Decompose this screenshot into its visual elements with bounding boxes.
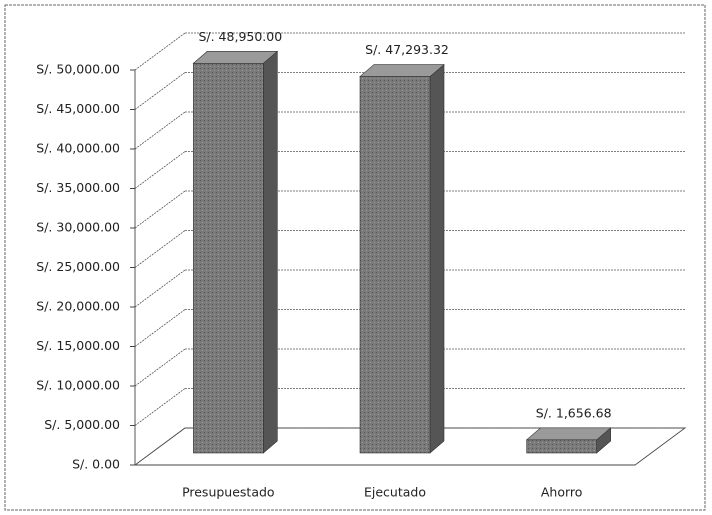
bar <box>359 76 431 454</box>
y-tick-label: S/. 35,000.00 <box>36 180 120 195</box>
value-label: S/. 1,656.68 <box>536 405 612 420</box>
side-grid-line <box>134 72 186 110</box>
side-grid-line <box>134 427 186 466</box>
y-tick-label: S/. 5,000.00 <box>44 417 120 432</box>
side-grid-line <box>134 269 186 308</box>
x-tick-label: Presupuestado <box>182 485 275 500</box>
side-grid-line <box>134 111 186 150</box>
y-tick-label: S/. 25,000.00 <box>36 259 120 274</box>
side-grid-line <box>134 348 186 387</box>
side-grid-line <box>134 151 186 189</box>
bar-top <box>359 64 445 77</box>
bar-side <box>429 63 445 454</box>
side-grid-line <box>134 230 186 268</box>
bar <box>526 439 597 454</box>
bar-top <box>192 51 279 64</box>
side-grid-line <box>134 190 186 229</box>
y-tick-label: S/. 15,000.00 <box>36 338 120 353</box>
y-tick-label: S/. 50,000.00 <box>36 62 120 77</box>
chart-frame <box>4 4 706 511</box>
y-tick-label: S/. 45,000.00 <box>36 101 120 116</box>
side-grid-line <box>134 309 186 347</box>
y-tick-label: S/. 10,000.00 <box>36 378 120 393</box>
side-grid-line <box>134 32 186 71</box>
bar <box>193 63 264 454</box>
y-tick-label: S/. 40,000.00 <box>36 141 120 156</box>
bar-side <box>263 50 278 454</box>
y-tick-label: S/. 30,000.00 <box>36 220 120 235</box>
y-tick-label: S/. 20,000.00 <box>36 299 120 314</box>
x-tick-label: Ahorro <box>541 485 583 500</box>
side-grid-line <box>134 388 186 426</box>
y-tick-label: S/. 0.00 <box>72 457 120 472</box>
value-label: S/. 48,950.00 <box>198 29 282 44</box>
bar-top <box>525 427 612 441</box>
value-label: S/. 47,293.32 <box>365 42 449 57</box>
x-tick-label: Ejecutado <box>364 485 426 500</box>
